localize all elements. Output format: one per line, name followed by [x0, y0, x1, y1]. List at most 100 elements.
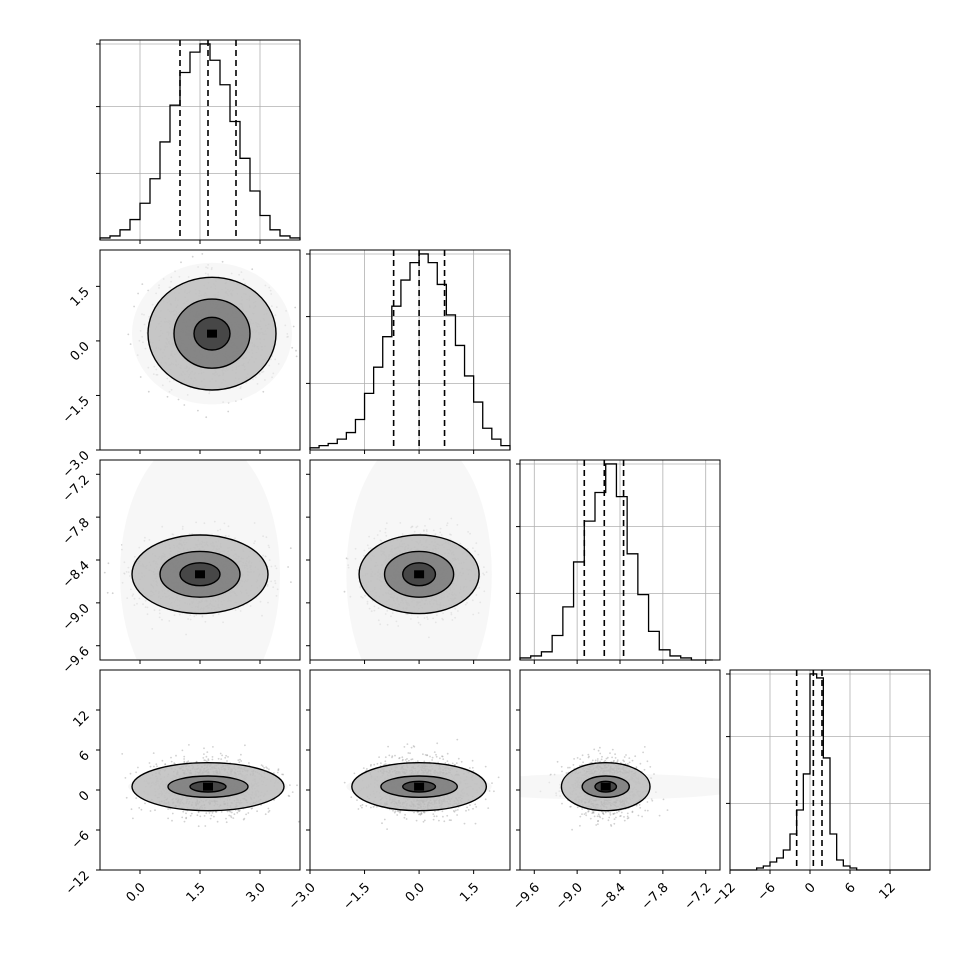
scatter-point	[227, 756, 229, 758]
scatter-point	[206, 751, 209, 753]
scatter-point	[202, 757, 205, 759]
scatter-point	[195, 760, 198, 763]
scatter-point	[183, 404, 186, 406]
scatter-point	[292, 325, 295, 328]
scatter-point	[133, 305, 136, 308]
hist-1-series	[309, 253, 511, 450]
scatter-point	[147, 390, 150, 393]
scatter-point	[211, 756, 214, 758]
scatter-point	[289, 547, 292, 550]
scatter-point	[288, 795, 291, 797]
scatter-point	[167, 808, 170, 810]
pair-panel-0-3	[96, 669, 301, 874]
scatter-point	[185, 817, 188, 820]
scatter-point	[127, 333, 130, 336]
scatter-point	[207, 759, 210, 762]
scatter-point	[173, 762, 176, 764]
scatter-point	[233, 813, 236, 816]
scatter-point	[225, 817, 227, 820]
scatter-point	[182, 810, 185, 813]
scatter-point	[183, 758, 186, 760]
hist-0-series	[99, 43, 301, 240]
scatter-point	[203, 815, 206, 817]
contour-line-2	[131, 534, 269, 615]
pair-panel-1-2	[306, 459, 515, 664]
pair-0-2-density	[103, 460, 292, 660]
scatter-point	[170, 756, 172, 759]
scatter-point	[343, 590, 346, 593]
pair-0-1-frame	[99, 249, 301, 451]
scatter-point	[205, 755, 208, 758]
scatter-point	[251, 268, 254, 271]
scatter-point	[166, 395, 169, 398]
scatter-point	[170, 760, 173, 763]
scatter-point	[215, 811, 218, 813]
scatter-point	[129, 772, 132, 775]
hist-0-frame	[99, 39, 301, 241]
scatter-point	[209, 817, 212, 820]
contour-line-1	[173, 298, 251, 369]
scatter-point	[251, 807, 254, 810]
scatter-point	[268, 768, 270, 771]
scatter-point	[156, 765, 158, 768]
scatter-point	[181, 816, 184, 819]
scatter-point	[513, 598, 515, 600]
pair-0-1-density	[127, 253, 306, 419]
pair-1-2-frame	[309, 459, 511, 661]
scatter-point	[268, 809, 271, 812]
scatter-point	[297, 820, 300, 823]
scatter-point	[290, 581, 292, 583]
scatter-point	[239, 758, 241, 761]
pair-panel-0-1	[96, 249, 306, 454]
scatter-point	[243, 817, 246, 820]
scatter-point	[287, 566, 289, 568]
scatter-point	[240, 753, 242, 756]
scatter-point	[304, 313, 306, 315]
scatter-point	[205, 812, 208, 815]
hist-panel-1	[306, 249, 511, 454]
scatter-point	[291, 346, 294, 349]
scatter-point	[220, 758, 223, 760]
scatter-point	[238, 810, 241, 813]
scatter-point	[206, 760, 208, 763]
scatter-point	[107, 562, 110, 565]
scatter-point	[106, 591, 109, 594]
hist-2-series	[519, 463, 713, 661]
scatter-point	[260, 764, 263, 766]
scatter-point	[103, 571, 106, 574]
pair-0-3-density	[121, 744, 300, 828]
scatter-point	[265, 766, 267, 768]
contour-line-1	[159, 550, 241, 598]
contour-line-2	[358, 534, 480, 615]
scatter-point	[267, 811, 270, 813]
scatter-point	[228, 814, 231, 817]
scatter-point	[295, 349, 297, 352]
scatter-point	[175, 754, 177, 757]
scatter-point	[289, 784, 291, 786]
contour-line-0	[402, 562, 437, 587]
scatter-point	[124, 777, 127, 779]
scatter-point	[211, 812, 214, 814]
hist-panel-2	[516, 459, 721, 664]
scatter-point	[203, 747, 205, 750]
pair-1-2-density	[343, 460, 515, 660]
scatter-point	[135, 771, 138, 774]
scatter-point	[125, 796, 128, 799]
scatter-point	[155, 763, 158, 766]
scatter-point	[227, 410, 230, 413]
scatter-point	[121, 753, 124, 755]
pair-0-2-frame	[99, 459, 301, 661]
hist-panel-0	[96, 39, 301, 244]
scatter-point	[221, 260, 224, 263]
scatter-point	[149, 765, 152, 768]
hist-2-frame	[519, 459, 721, 661]
scatter-point	[256, 810, 258, 813]
scatter-point	[135, 797, 138, 799]
density-core	[207, 329, 217, 338]
scatter-point	[204, 825, 207, 827]
scatter-point	[167, 817, 170, 820]
scatter-point	[164, 763, 167, 766]
scatter-point	[226, 810, 229, 813]
scatter-point	[238, 809, 241, 812]
